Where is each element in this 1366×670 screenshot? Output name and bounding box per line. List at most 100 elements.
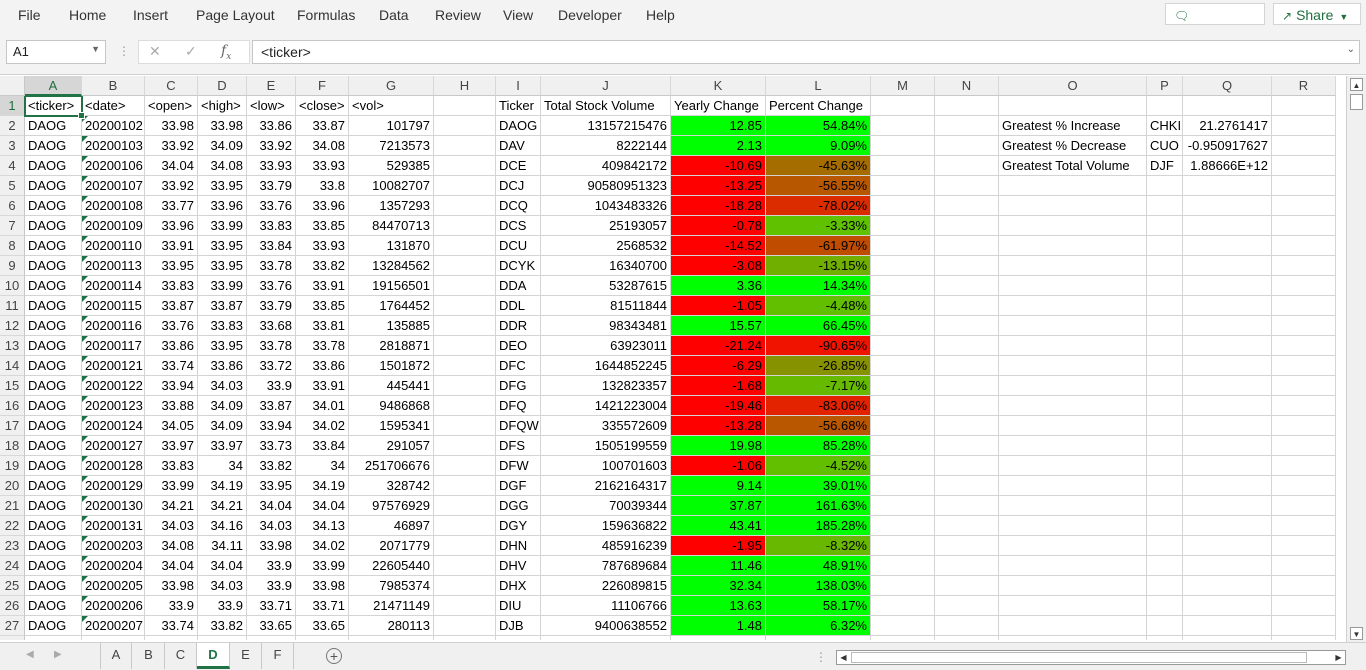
cell-c19[interactable]: 33.83 — [145, 456, 198, 476]
column-header-a[interactable]: A — [25, 76, 82, 96]
cell-g2[interactable]: 101797 — [349, 116, 434, 136]
sheet-tab-f[interactable]: F — [262, 643, 294, 669]
cell-r14[interactable] — [1272, 356, 1336, 376]
cell-c13[interactable]: 33.86 — [145, 336, 198, 356]
cell-o8[interactable] — [999, 236, 1147, 256]
cell-l8[interactable]: -61.97% — [766, 236, 871, 256]
cell-b22[interactable]: 20200131 — [82, 516, 145, 536]
cell-m22[interactable] — [871, 516, 935, 536]
cell-e13[interactable]: 33.78 — [247, 336, 296, 356]
cell-l7[interactable]: -3.33% — [766, 216, 871, 236]
cell-k4[interactable]: -10.69 — [671, 156, 766, 176]
cell-d10[interactable]: 33.99 — [198, 276, 247, 296]
cell-c21[interactable]: 34.21 — [145, 496, 198, 516]
row-header[interactable]: 23 — [0, 536, 25, 556]
cell-p17[interactable] — [1147, 416, 1183, 436]
cell-d9[interactable]: 33.95 — [198, 256, 247, 276]
cell-i11[interactable]: DDL — [496, 296, 541, 316]
cell-f20[interactable]: 34.19 — [296, 476, 349, 496]
cell-d27[interactable]: 33.82 — [198, 616, 247, 636]
cell-c23[interactable]: 34.08 — [145, 536, 198, 556]
cell-l12[interactable]: 66.45% — [766, 316, 871, 336]
sheet-tab-a[interactable]: A — [100, 643, 132, 669]
cell-o26[interactable] — [999, 596, 1147, 616]
cell-h1[interactable] — [434, 96, 496, 116]
cell-c28[interactable] — [145, 636, 198, 640]
cell-r27[interactable] — [1272, 616, 1336, 636]
cell-d16[interactable]: 34.09 — [198, 396, 247, 416]
cell-q25[interactable] — [1183, 576, 1272, 596]
row-header[interactable]: 18 — [0, 436, 25, 456]
cell-h7[interactable] — [434, 216, 496, 236]
column-header-f[interactable]: F — [296, 76, 349, 96]
check-icon[interactable]: ✓ — [185, 43, 197, 59]
cell-c5[interactable]: 33.92 — [145, 176, 198, 196]
cell-p13[interactable] — [1147, 336, 1183, 356]
cell-b14[interactable]: 20200121 — [82, 356, 145, 376]
cell-b12[interactable]: 20200116 — [82, 316, 145, 336]
cell-c4[interactable]: 34.04 — [145, 156, 198, 176]
cell-g26[interactable]: 21471149 — [349, 596, 434, 616]
cell-l18[interactable]: 85.28% — [766, 436, 871, 456]
cell-g1[interactable]: <vol> — [349, 96, 434, 116]
cell-c1[interactable]: <open> — [145, 96, 198, 116]
row-header[interactable]: 15 — [0, 376, 25, 396]
cell-a9[interactable]: DAOG — [25, 256, 82, 276]
cell-h27[interactable] — [434, 616, 496, 636]
cell-b18[interactable]: 20200127 — [82, 436, 145, 456]
cell-m6[interactable] — [871, 196, 935, 216]
cell-q20[interactable] — [1183, 476, 1272, 496]
cell-i10[interactable]: DDA — [496, 276, 541, 296]
cell-h18[interactable] — [434, 436, 496, 456]
sheet-tab-e[interactable]: E — [230, 643, 262, 669]
cell-m8[interactable] — [871, 236, 935, 256]
cell-m5[interactable] — [871, 176, 935, 196]
cell-k8[interactable]: -14.52 — [671, 236, 766, 256]
cell-h19[interactable] — [434, 456, 496, 476]
cell-g25[interactable]: 7985374 — [349, 576, 434, 596]
menu-insert[interactable]: Insert — [133, 7, 169, 23]
cell-g24[interactable]: 22605440 — [349, 556, 434, 576]
cell-g21[interactable]: 97576929 — [349, 496, 434, 516]
cell-n23[interactable] — [935, 536, 999, 556]
cell-a19[interactable]: DAOG — [25, 456, 82, 476]
column-header-b[interactable]: B — [82, 76, 145, 96]
cell-o6[interactable] — [999, 196, 1147, 216]
cell-p10[interactable] — [1147, 276, 1183, 296]
cell-n28[interactable] — [935, 636, 999, 640]
cell-j25[interactable]: 226089815 — [541, 576, 671, 596]
cell-b6[interactable]: 20200108 — [82, 196, 145, 216]
cell-g12[interactable]: 135885 — [349, 316, 434, 336]
cell-h15[interactable] — [434, 376, 496, 396]
cell-i25[interactable]: DHX — [496, 576, 541, 596]
cell-r22[interactable] — [1272, 516, 1336, 536]
cell-l1[interactable]: Percent Change — [766, 96, 871, 116]
cell-d12[interactable]: 33.83 — [198, 316, 247, 336]
cell-r4[interactable] — [1272, 156, 1336, 176]
cell-r23[interactable] — [1272, 536, 1336, 556]
cell-f23[interactable]: 34.02 — [296, 536, 349, 556]
cell-o17[interactable] — [999, 416, 1147, 436]
cell-m12[interactable] — [871, 316, 935, 336]
cell-a7[interactable]: DAOG — [25, 216, 82, 236]
cell-e2[interactable]: 33.86 — [247, 116, 296, 136]
scroll-left-icon[interactable]: ◀ — [840, 653, 847, 662]
column-header-g[interactable]: G — [349, 76, 434, 96]
cell-p6[interactable] — [1147, 196, 1183, 216]
chevron-down-icon[interactable]: ⌄ — [1346, 44, 1355, 55]
cell-l2[interactable]: 54.84% — [766, 116, 871, 136]
menu-review[interactable]: Review — [435, 7, 481, 23]
cell-p9[interactable] — [1147, 256, 1183, 276]
cell-m26[interactable] — [871, 596, 935, 616]
cell-c14[interactable]: 33.74 — [145, 356, 198, 376]
cell-c7[interactable]: 33.96 — [145, 216, 198, 236]
cell-g19[interactable]: 251706676 — [349, 456, 434, 476]
row-header[interactable]: 2 — [0, 116, 25, 136]
drag-handle-icon[interactable]: ⋮ — [118, 44, 130, 58]
cell-h25[interactable] — [434, 576, 496, 596]
cell-n1[interactable] — [935, 96, 999, 116]
cell-q22[interactable] — [1183, 516, 1272, 536]
select-all-corner[interactable] — [0, 76, 25, 96]
cell-p19[interactable] — [1147, 456, 1183, 476]
cell-d11[interactable]: 33.87 — [198, 296, 247, 316]
